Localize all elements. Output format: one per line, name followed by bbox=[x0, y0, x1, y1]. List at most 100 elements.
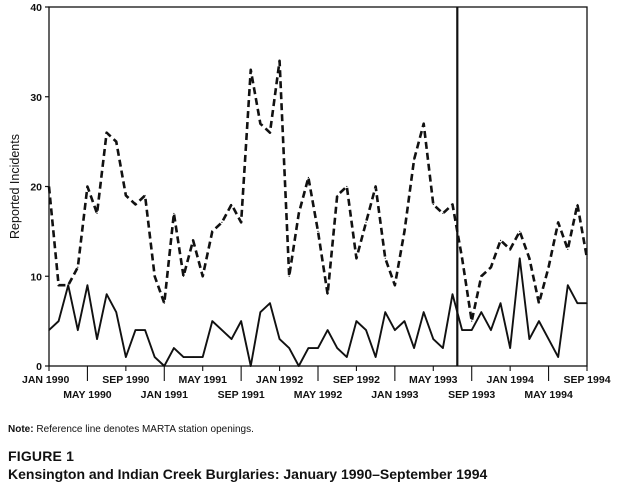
data-point bbox=[499, 239, 502, 241]
data-point bbox=[375, 185, 377, 188]
data-point bbox=[77, 266, 79, 268]
data-point bbox=[211, 320, 213, 322]
data-point bbox=[547, 338, 550, 340]
y-tick-label: 10 bbox=[30, 271, 42, 283]
data-point bbox=[154, 356, 156, 358]
data-point bbox=[125, 356, 127, 358]
line-chart: Reported Incidents 0 10 20 30 40 JAN 1990 MAY… bbox=[8, 2, 611, 401]
data-point bbox=[240, 221, 242, 223]
data-point bbox=[134, 203, 137, 206]
y-tick-label: 0 bbox=[36, 361, 42, 373]
data-point bbox=[480, 275, 482, 277]
data-point bbox=[413, 158, 415, 161]
data-point bbox=[567, 284, 569, 286]
chart-note: Note: Reference line denotes MARTA stati… bbox=[8, 424, 254, 435]
plot-frame bbox=[48, 6, 588, 367]
data-point bbox=[240, 320, 242, 322]
data-point bbox=[106, 293, 108, 295]
data-point bbox=[144, 194, 146, 197]
data-point bbox=[298, 212, 300, 215]
data-point bbox=[269, 132, 271, 134]
data-point bbox=[528, 257, 530, 259]
data-point bbox=[461, 257, 463, 259]
data-point bbox=[365, 221, 367, 223]
data-point bbox=[384, 257, 386, 259]
data-point bbox=[192, 356, 194, 358]
data-point bbox=[336, 194, 338, 197]
data-point bbox=[509, 248, 511, 250]
data-point bbox=[394, 329, 396, 331]
data-point bbox=[106, 132, 108, 134]
x-axis-ticks: JAN 1990 MAY 1990 SEP 1990 JAN 1991 MAY 1991… bbox=[22, 366, 611, 401]
data-point bbox=[576, 203, 578, 206]
data-point bbox=[423, 123, 425, 125]
data-point bbox=[307, 347, 309, 349]
data-point bbox=[509, 347, 511, 349]
y-tick-label: 20 bbox=[30, 182, 42, 194]
data-point bbox=[173, 212, 175, 215]
data-point bbox=[538, 302, 540, 304]
x-tick-label: JAN 1991 bbox=[141, 389, 188, 401]
data-point bbox=[471, 329, 473, 331]
data-point bbox=[519, 257, 521, 259]
series-line-dashed bbox=[47, 59, 589, 323]
x-tick-label: MAY 1993 bbox=[409, 374, 458, 386]
data-point bbox=[125, 194, 127, 197]
data-point bbox=[115, 141, 117, 143]
data-point bbox=[77, 329, 79, 331]
data-point bbox=[221, 221, 223, 223]
data-point bbox=[317, 230, 319, 232]
data-point bbox=[394, 284, 396, 286]
data-point bbox=[432, 203, 434, 206]
data-point bbox=[365, 329, 367, 331]
x-tick-label: SEP 1991 bbox=[218, 389, 265, 401]
data-point bbox=[461, 329, 463, 331]
data-point bbox=[403, 230, 406, 232]
data-point bbox=[375, 356, 377, 358]
y-tick-label: 40 bbox=[30, 2, 42, 14]
data-point bbox=[86, 284, 89, 286]
data-point bbox=[451, 203, 454, 206]
data-point bbox=[144, 329, 146, 331]
data-point bbox=[346, 356, 348, 358]
x-tick-label: SEP 1994 bbox=[563, 374, 610, 386]
data-point bbox=[96, 212, 98, 215]
data-point bbox=[230, 338, 233, 340]
data-point bbox=[163, 302, 165, 304]
data-point bbox=[355, 320, 358, 322]
data-point bbox=[451, 293, 454, 295]
figure-title: Kensington and Indian Creek Burglaries: … bbox=[8, 466, 488, 482]
data-point bbox=[432, 338, 434, 340]
data-point bbox=[259, 311, 261, 313]
data-point bbox=[567, 248, 569, 250]
data-point bbox=[202, 356, 204, 358]
data-point bbox=[278, 338, 281, 340]
data-point bbox=[134, 329, 137, 331]
data-point bbox=[442, 212, 444, 215]
series-line-solid bbox=[48, 257, 587, 367]
data-point bbox=[307, 176, 309, 179]
data-point bbox=[58, 284, 60, 286]
x-tick-label: MAY 1994 bbox=[524, 389, 573, 401]
data-point bbox=[278, 60, 281, 62]
data-point bbox=[538, 320, 540, 322]
data-point bbox=[173, 347, 175, 349]
data-point bbox=[269, 302, 271, 304]
data-point bbox=[336, 347, 338, 349]
note-text: Reference line denotes MARTA station ope… bbox=[33, 424, 254, 435]
data-point bbox=[327, 293, 329, 295]
x-tick-label: MAY 1990 bbox=[63, 389, 112, 401]
data-point bbox=[547, 266, 550, 268]
data-point bbox=[442, 347, 444, 349]
x-tick-label: JAN 1993 bbox=[371, 389, 418, 401]
data-point bbox=[67, 284, 69, 286]
data-point bbox=[288, 275, 290, 277]
data-point bbox=[96, 338, 98, 340]
y-axis-title-group: Reported Incidents bbox=[8, 134, 22, 239]
data-point bbox=[528, 338, 530, 340]
data-point bbox=[221, 329, 223, 331]
data-point bbox=[557, 356, 559, 358]
data-point bbox=[86, 185, 89, 188]
data-point bbox=[202, 275, 204, 277]
data-point bbox=[250, 69, 252, 71]
